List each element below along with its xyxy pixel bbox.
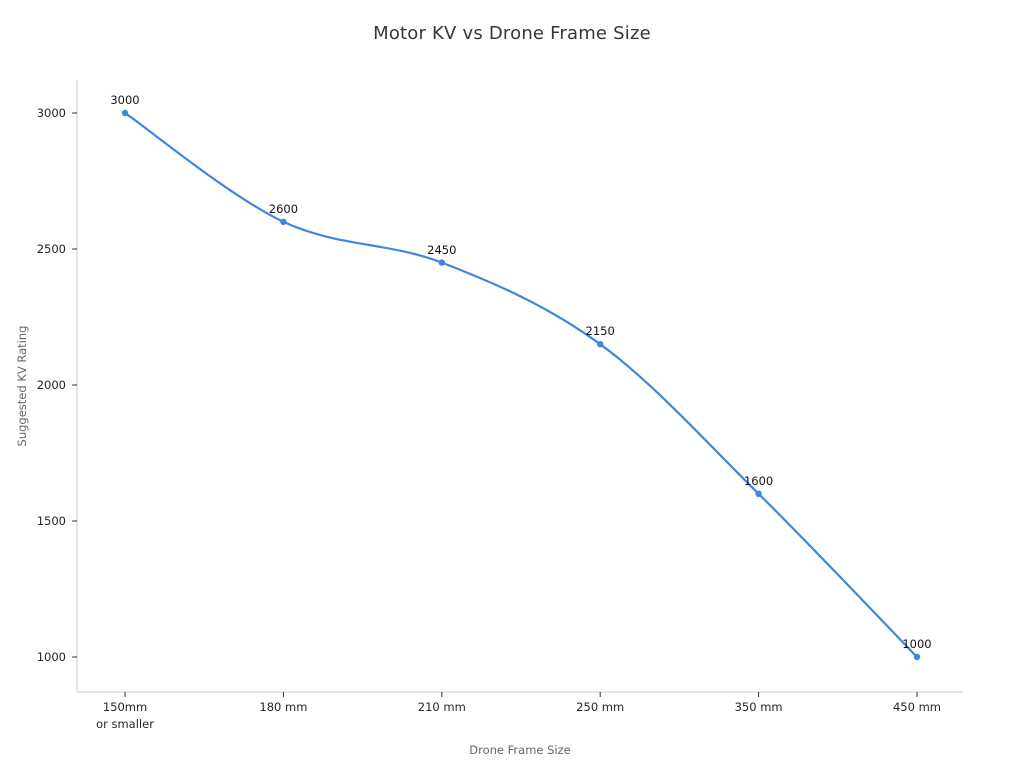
data-point-label: 1600 [743,473,774,488]
data-point-label: 2150 [585,324,615,339]
chart-title: Motor KV vs Drone Frame Size [373,23,651,44]
data-point-label: 2450 [427,242,457,257]
y-tick-label: 2000 [36,378,66,392]
data-point-marker [913,653,921,661]
data-point-label: 1000 [902,637,932,651]
x-axis-title: Drone Frame Size [469,743,571,757]
data-point-label: 2600 [268,201,299,216]
y-tick-label: 1000 [36,650,66,664]
x-tick-label: 210 mm [417,700,466,714]
y-tick-label: 3000 [36,106,66,120]
x-tick-label: 250 mm [576,700,625,714]
x-tick-label: 180 mm [259,700,308,714]
y-tick-label: 1500 [36,514,66,528]
x-tick-label: 350 mm [734,700,783,714]
data-point-marker [438,259,445,266]
data-point-marker [121,109,129,117]
x-tick-label: 150mm or smaller [96,700,154,731]
data-point-marker [597,341,604,348]
data-point-label: 3000 [110,93,140,107]
y-tick-label: 2500 [36,242,66,256]
kv-line-series [123,111,919,659]
x-tick-label: 450 mm [892,700,942,714]
data-point-marker [280,218,287,225]
data-point-marker [755,490,762,497]
